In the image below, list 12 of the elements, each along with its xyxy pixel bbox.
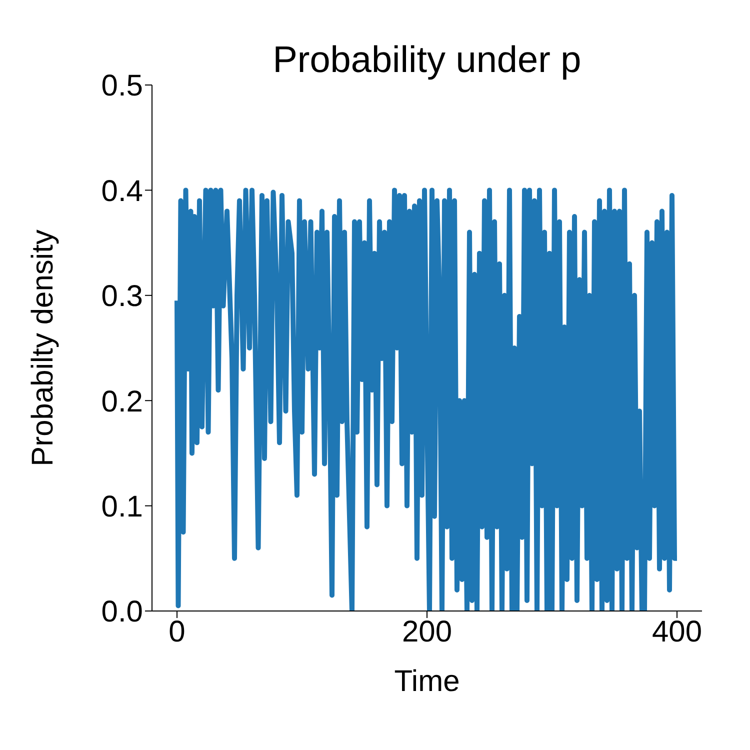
chart-title: Probability under p (272, 39, 582, 80)
y-tick-label: 0.3 (101, 280, 143, 314)
x-tick-label: 400 (652, 615, 702, 648)
y-tick-label: 0.5 (101, 70, 143, 103)
x-tick-label: 200 (402, 615, 452, 648)
y-tick-label: 0.0 (101, 596, 143, 629)
y-tick-label: 0.1 (101, 490, 143, 524)
y-tick-label: 0.4 (101, 174, 143, 208)
x-tick-label: 0 (168, 615, 186, 648)
y-tick-label: 0.2 (101, 385, 143, 418)
y-axis-title: Probabilty density (26, 230, 60, 466)
x-axis-title: Time (394, 665, 460, 698)
